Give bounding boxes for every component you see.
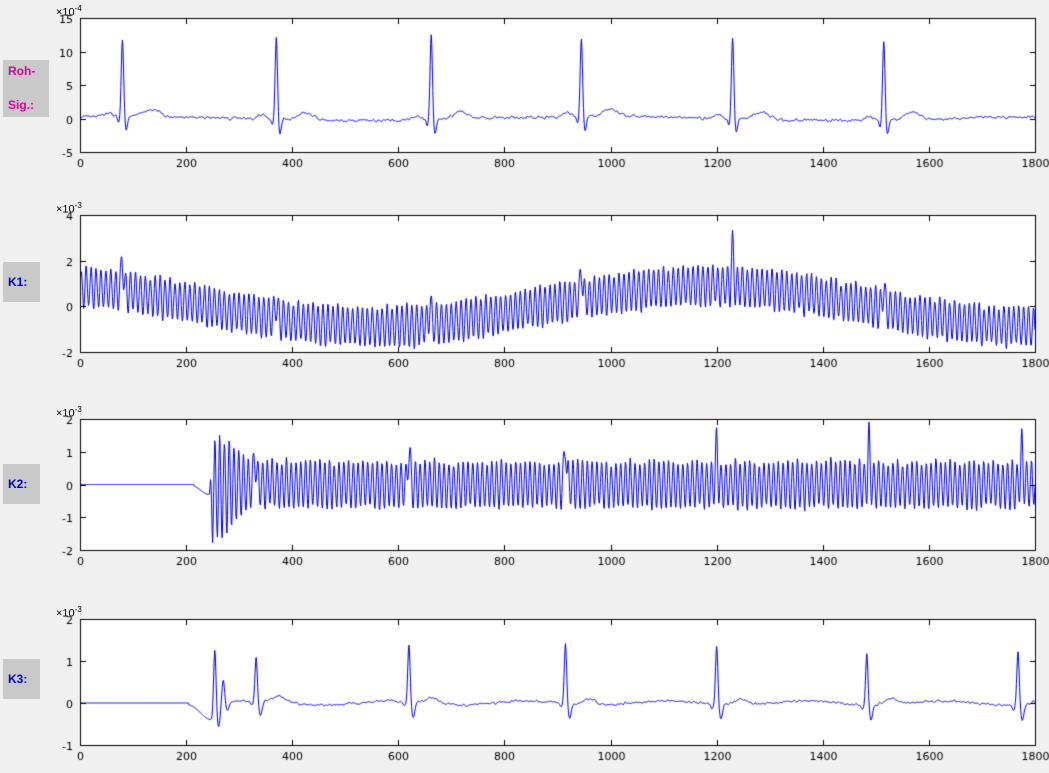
signal-label-line: Roh-	[8, 64, 36, 78]
y-scale-exponent-rohsig: ×10-4	[56, 4, 82, 19]
signal-label-k3: K3:	[3, 659, 40, 699]
scale-base: ×10	[56, 407, 75, 420]
y-scale-exponent-k3: ×10-3	[56, 605, 82, 620]
signal-label-line: K3:	[8, 671, 28, 686]
scale-exp: -3	[74, 201, 82, 210]
scale-base: ×10	[56, 6, 75, 19]
scale-exp: -4	[74, 4, 82, 13]
signal-label-line: K1:	[8, 274, 28, 289]
scale-base: ×10	[56, 607, 75, 620]
scale-exp: -3	[74, 405, 82, 414]
signal-label-line: K2:	[8, 476, 28, 491]
signal-label-roh-sig: Roh- Sig.:	[3, 60, 49, 117]
scale-base: ×10	[56, 203, 75, 216]
y-scale-exponent-k1: ×10-3	[56, 201, 82, 216]
signal-label-line: Sig.:	[8, 98, 34, 112]
signal-label-k2: K2:	[3, 464, 40, 504]
y-scale-exponent-k2: ×10-3	[56, 405, 82, 420]
signal-label-k1: K1:	[3, 262, 40, 302]
scale-exp: -3	[74, 605, 82, 614]
